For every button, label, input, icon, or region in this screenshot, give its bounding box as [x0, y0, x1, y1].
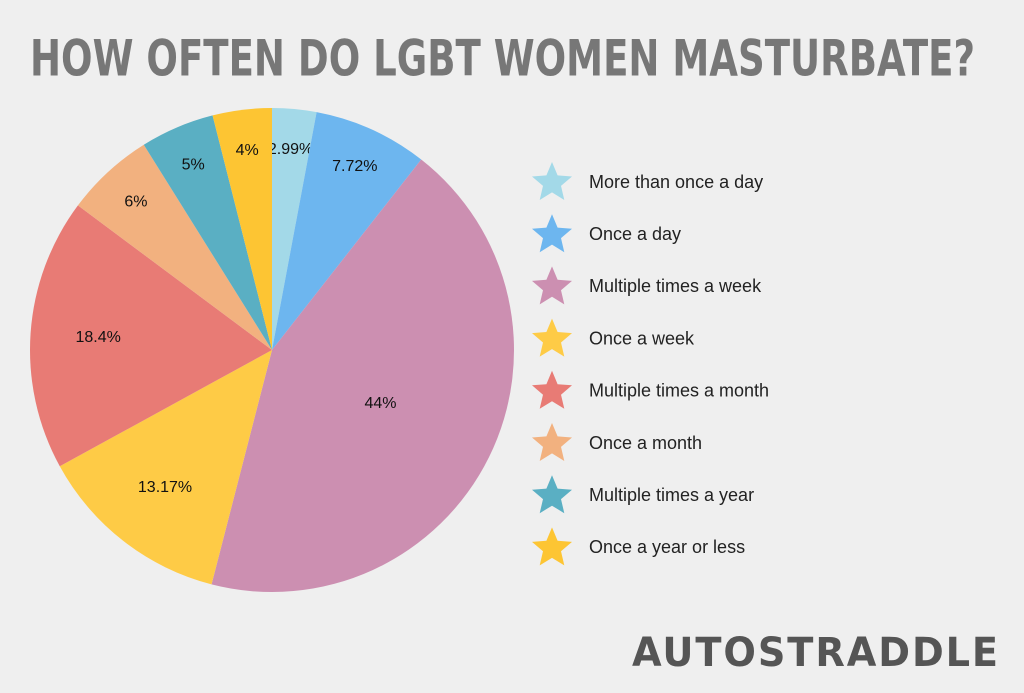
pie-slice — [211, 159, 514, 593]
legend-swatch — [532, 214, 572, 253]
data-label: 18.4% — [75, 329, 120, 346]
legend-label: Once a day — [589, 224, 681, 244]
pie-slice — [77, 144, 272, 350]
legend-swatch — [532, 318, 572, 357]
logo: AUTOSTRADDLE — [632, 630, 1000, 676]
pie-slice — [29, 205, 272, 467]
data-label: 4% — [236, 142, 259, 159]
legend-label: Once a year or less — [589, 537, 745, 557]
pie-slice — [212, 108, 272, 350]
legend-label: Multiple times a year — [589, 485, 754, 505]
legend-swatch — [532, 527, 572, 566]
data-label: 5% — [182, 156, 205, 173]
legend-swatch — [532, 370, 572, 409]
legend-label: Once a week — [589, 328, 695, 348]
legend-swatch — [532, 475, 572, 514]
chart-title: HOW OFTEN DO LGBT WOMEN MASTURBATE? — [30, 30, 975, 88]
legend-swatch — [532, 266, 572, 305]
legend-swatch — [532, 162, 572, 200]
data-label: 44% — [364, 395, 396, 412]
pie-slice — [59, 350, 273, 585]
data-label: 13.17% — [138, 479, 192, 496]
pie-slice — [272, 112, 422, 350]
data-label: 7.72% — [332, 158, 377, 175]
data-label: 6% — [124, 193, 147, 210]
legend-label: Multiple times a week — [589, 276, 762, 296]
legend-label: Once a month — [589, 433, 702, 453]
pie-slice — [143, 115, 272, 350]
data-label: 2.99% — [268, 141, 313, 158]
legend-label: More than once a day — [589, 172, 763, 192]
pie-slice — [272, 108, 317, 350]
legend-swatch — [532, 423, 572, 461]
legend-label: Multiple times a month — [589, 381, 769, 401]
